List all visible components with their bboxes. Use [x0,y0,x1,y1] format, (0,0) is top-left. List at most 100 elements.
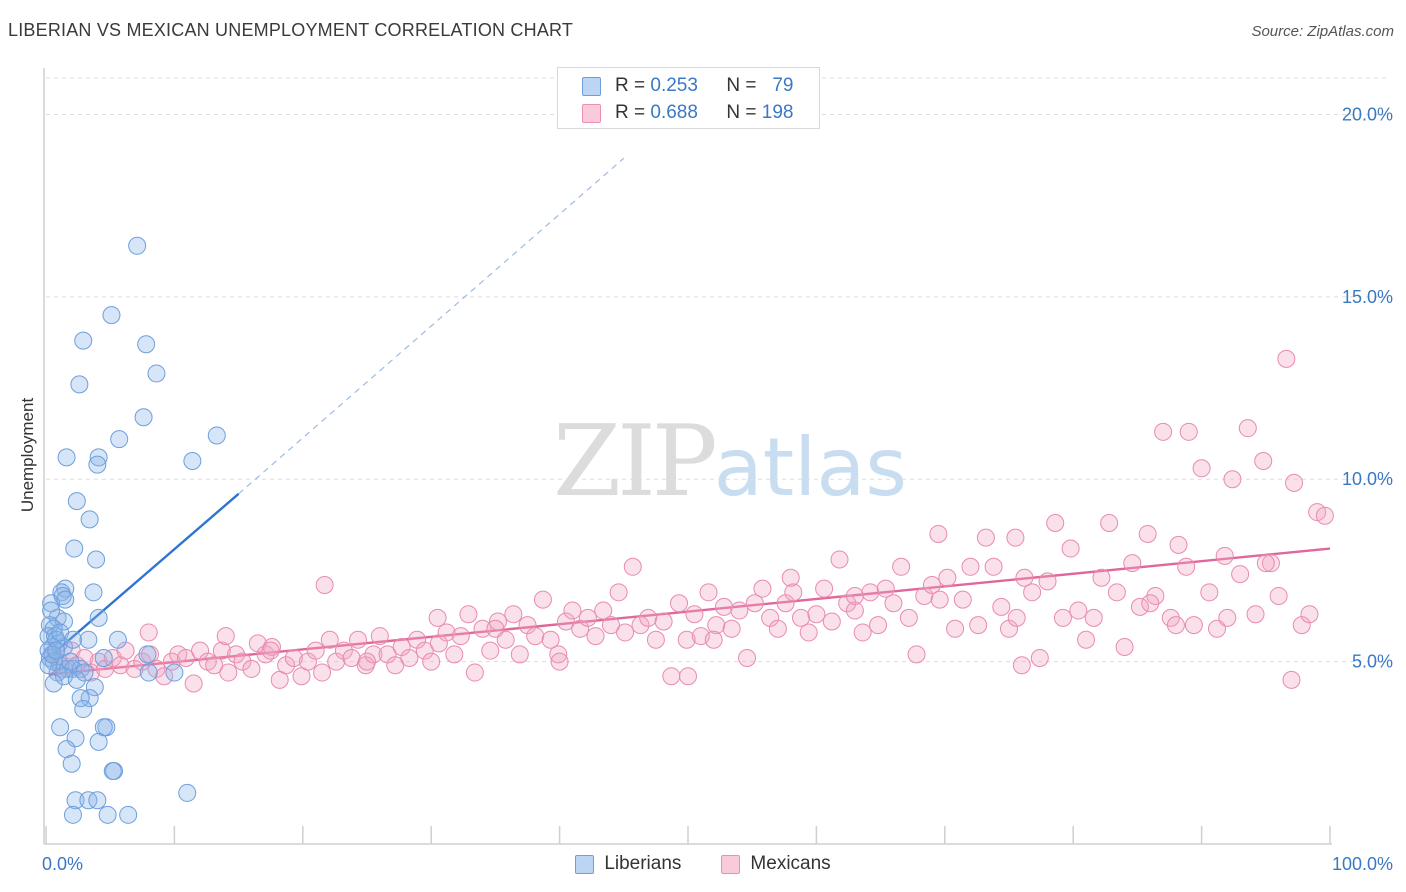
mexican-point [623,557,642,576]
mexican-point [685,605,704,624]
liberian-point [47,641,66,660]
mexican-point [510,645,529,664]
r-label: R = [615,75,646,96]
mexican-point [557,612,576,631]
mexican-point [768,619,787,638]
mexican-point [563,601,582,620]
liberian-point [61,652,80,671]
mexican-point [1169,535,1188,554]
mexican-point [714,597,733,616]
mexican-point [631,616,650,635]
liberian-point [87,550,106,569]
mexican-point [969,616,988,635]
liberian-point [137,335,156,354]
mexican-point [1200,583,1219,602]
mexican-point [1246,605,1265,624]
mexican-point [526,627,545,646]
liberian-point [88,455,107,474]
liberian-point [39,656,58,675]
liberian-point [139,663,158,682]
liberian-point [119,805,138,824]
mexican-point [1208,619,1227,638]
mexican-point [504,605,523,624]
mexican-point [1077,630,1096,649]
mexican-point [784,583,803,602]
mexican-point [205,656,224,675]
mexican-point [781,568,800,587]
x-tick-label: 100.0% [1332,854,1393,874]
mexican-point [616,623,635,642]
mexican-point [938,568,957,587]
mexican-point [609,583,628,602]
mexican-point [815,579,834,598]
mexican-point [428,608,447,627]
mexican-point [1130,597,1149,616]
liberian-point [67,492,86,511]
mexican-point [1192,459,1211,478]
mexican-point [465,663,484,682]
mexican-point [1154,422,1173,441]
liberian-point [183,452,202,470]
mexican-point [155,667,174,686]
mexican-point [799,623,818,642]
mexican-point [342,648,361,667]
mexican-point [1061,539,1080,558]
mexican-point [662,667,681,686]
mexican-point [370,627,389,646]
mexican-point [1184,616,1203,635]
mexican-point [1006,528,1025,547]
mexican-point [550,652,569,671]
mexican-point [1277,349,1296,368]
liberian-point [44,674,63,693]
mexican-point [400,648,419,667]
liberian-point [88,791,107,810]
liberian-point [103,762,122,781]
mexican-point [459,605,478,624]
mexican-point [884,594,903,613]
liberian-point [110,430,129,449]
mexican-point [807,605,826,624]
liberian-point [54,612,73,631]
mexican-point [984,557,1003,576]
mexican-point [451,627,470,646]
mexican-point [216,627,235,646]
y-tick-label: 20.0% [1342,104,1393,124]
mexican-point [1100,514,1119,533]
liberian-point [147,364,166,383]
mexican-point [1179,422,1198,441]
mexican-point [1023,583,1042,602]
mexican-point [1069,601,1088,620]
mexican-point [233,652,252,671]
y-tick-label: 5.0% [1352,652,1393,672]
mexican-point [961,557,980,576]
mexican-point [677,630,696,649]
mexican-point [1038,572,1057,591]
mexican-point [953,590,972,609]
mexican-point [929,524,948,543]
mexican-point [876,579,895,598]
mexican-point [845,586,864,605]
liberian-point [63,630,82,649]
mexican-point [315,576,334,595]
mexican-point [139,623,158,642]
r-value: 0.688 [650,102,698,123]
axes [43,68,1332,845]
mexican-point [1012,656,1031,675]
legend-item-mexicans[interactable]: Mexicans [721,853,831,875]
mexican-point [1177,557,1196,576]
liberian-point [63,805,82,824]
n-value: 79 [772,75,794,96]
mexican-point [422,652,441,671]
mexican-point [670,594,689,613]
mexican-point [704,630,723,649]
stats-legend: R = 0.253 N = 79 R = 0.688 N = 198 [557,67,820,129]
x-tick-label: 0.0% [42,854,83,874]
mexican-point [578,608,597,627]
mexican-point [111,656,130,675]
legend-item-liberians[interactable]: Liberians [575,853,681,875]
mexican-point [1285,473,1304,492]
mexican-point [1141,594,1160,613]
mexican-point [437,623,456,642]
liberian-point [57,740,76,759]
mexican-point [679,667,697,686]
